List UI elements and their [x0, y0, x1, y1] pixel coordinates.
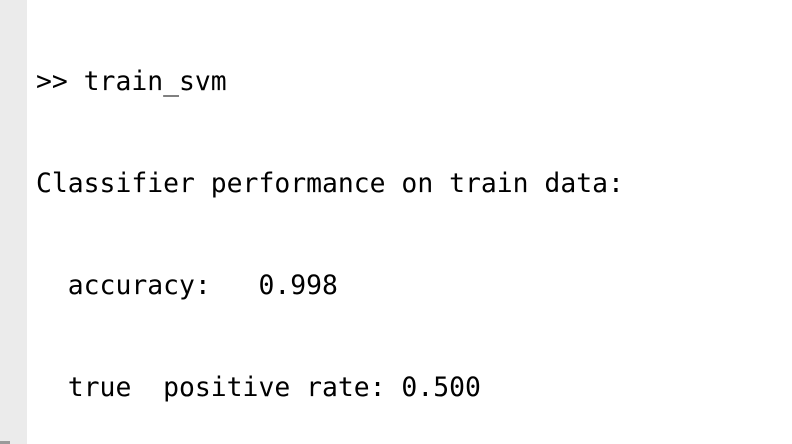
gutter-marker	[0, 441, 10, 444]
train-accuracy-line: accuracy: 0.998	[36, 270, 338, 301]
console-gutter	[0, 0, 27, 444]
train-section-header: Classifier performance on train data:	[36, 168, 624, 199]
console-output[interactable]: >> train_svm Classifier performance on t…	[36, 0, 703, 444]
train-true-positive-line: true positive rate: 0.500	[36, 372, 481, 403]
command-prompt-line: >> train_svm	[36, 66, 227, 97]
